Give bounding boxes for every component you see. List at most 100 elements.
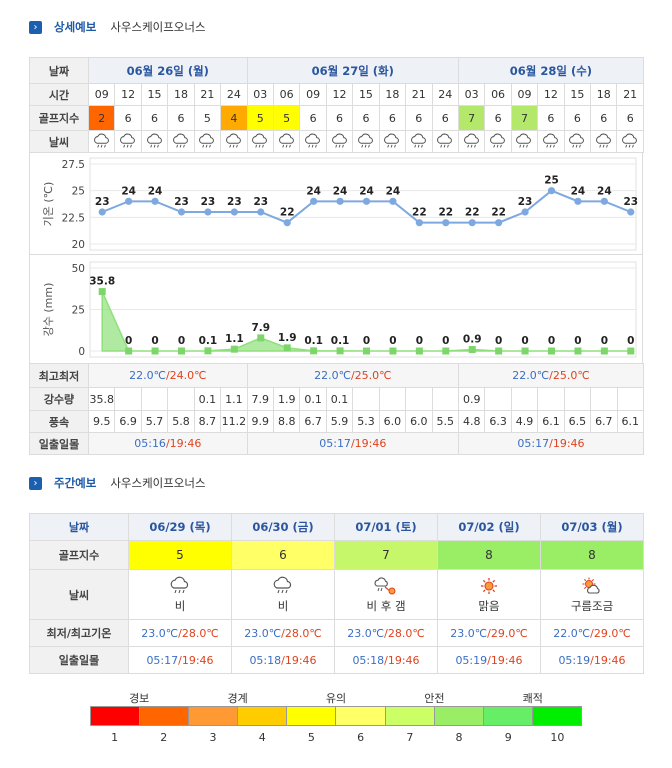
rain-point xyxy=(204,347,212,355)
wind-cell: 8.8 xyxy=(272,410,301,433)
data-label: 23 xyxy=(518,196,533,208)
data-label: 1.1 xyxy=(225,333,244,345)
rain-point xyxy=(600,347,608,355)
time-cell: 21 xyxy=(405,83,433,106)
rain-cloud-icon xyxy=(463,133,479,148)
detail-forecast-table: 날짜 06월 26일 (월) 06월 27일 (화) 06월 28일 (수) 시… xyxy=(29,57,644,153)
golf-index-cell: 6 xyxy=(352,105,380,131)
temperature-point xyxy=(415,219,423,227)
y-tick-label: 25 xyxy=(72,305,85,317)
rain-amount-cell: 7.9 xyxy=(246,387,275,411)
weekly-date-cell: 06/29 (목) xyxy=(128,513,232,541)
rain-point xyxy=(468,346,476,354)
data-label: 22 xyxy=(438,207,453,219)
max-temp: /28.0℃ xyxy=(384,626,425,640)
wind-cell: 6.0 xyxy=(378,410,407,433)
legend-swatch xyxy=(434,707,484,725)
time-cell: 09 xyxy=(510,83,539,106)
weekly-weather-cell: 비 xyxy=(128,569,232,620)
legend-category: 유의 xyxy=(325,692,347,705)
weekly-forecast-table: 날짜 06/29 (목) 06/30 (금) 07/01 (토) 07/02 (일) 0… xyxy=(29,513,644,674)
temperature-point xyxy=(627,208,635,216)
temperature-point xyxy=(468,219,476,227)
date-row: 날짜 06월 26일 (월) 06월 27일 (화) 06월 28일 (수) xyxy=(29,57,644,84)
rain-amount-cell xyxy=(563,387,592,411)
max-temp: /29.0℃ xyxy=(590,626,631,640)
max-temp: /29.0℃ xyxy=(487,626,528,640)
weekly-temp-cell: 23.0℃/28.0℃ xyxy=(231,619,335,647)
day-header-3: 06월 28일 (수) xyxy=(457,57,644,84)
legend-swatch xyxy=(238,707,288,725)
detail-place: 사우스케이프오너스 xyxy=(110,20,206,34)
weekly-section-header: › 주간예보 사우스케이프오너스 xyxy=(29,475,206,491)
weather-icon-cell xyxy=(87,130,116,153)
weather-icon-cell xyxy=(272,130,301,153)
data-label: 23 xyxy=(174,196,189,208)
weather-icon-cell xyxy=(352,130,380,153)
weather-icon-cell xyxy=(246,130,274,153)
rain-cloud-icon xyxy=(305,133,320,148)
time-cell: 18 xyxy=(590,83,618,106)
rain-chart-svg: 50 25 0 강수 (mm) 35.8 0 0 0 0.1 1.1 7.9 1.9 0.1 0.1 0 0 0… xyxy=(42,261,637,358)
weather-label: 비 후 갬 xyxy=(366,598,406,613)
wind-cell: 5.3 xyxy=(352,410,380,433)
sunrise: 05:17 xyxy=(146,653,179,667)
rain-amount-cell xyxy=(484,387,512,411)
rain-amount-cell: 1.1 xyxy=(220,387,248,411)
temperature-point xyxy=(310,197,318,205)
rain-amount-cell xyxy=(405,387,433,411)
data-label: 24 xyxy=(386,185,401,197)
data-label: 0 xyxy=(601,335,608,347)
rain-point xyxy=(363,347,370,355)
golf-index-cell: 6 xyxy=(563,105,592,131)
wind-cell: 4.9 xyxy=(510,410,539,433)
rain-point xyxy=(521,347,529,355)
time-cell: 15 xyxy=(563,83,592,106)
time-cell: 21 xyxy=(193,83,222,106)
time-cell: 15 xyxy=(140,83,169,106)
max-temp: /28.0℃ xyxy=(281,626,322,640)
temperature-point xyxy=(574,197,582,205)
rain-amount-cell: 0.1 xyxy=(193,387,222,411)
rain-cloud-icon xyxy=(199,133,215,148)
sunrise: 05:19 xyxy=(455,653,488,667)
rain-cloud-icon xyxy=(516,133,532,148)
rain-cloud-icon xyxy=(273,576,292,593)
rain-amount-cell xyxy=(167,387,195,411)
wind-cell: 4.8 xyxy=(457,410,486,433)
data-label: 0 xyxy=(574,335,581,347)
wind-cell: 6.5 xyxy=(563,410,592,433)
legend-color-bar xyxy=(90,706,582,726)
rain-amount-cell xyxy=(352,387,380,411)
data-label: 24 xyxy=(571,185,586,197)
weather-row: 날씨 xyxy=(29,130,644,153)
y-tick-label: 50 xyxy=(72,263,85,275)
rain-amount-cell xyxy=(431,387,460,411)
time-cell: 03 xyxy=(457,83,486,106)
data-label: 22 xyxy=(412,207,427,219)
temperature-point xyxy=(336,197,344,205)
data-label: 22 xyxy=(465,207,480,219)
weather-icon-cell xyxy=(193,130,222,153)
data-label: 23 xyxy=(227,196,242,208)
legend-number: 5 xyxy=(307,731,315,744)
rain-point xyxy=(125,347,133,355)
time-row-header: 시간 xyxy=(29,83,89,106)
weather-icon-cell xyxy=(563,130,592,153)
golf-index-cell: 6 xyxy=(537,105,565,131)
legend-category: 쾌적 xyxy=(522,692,543,705)
rain-amount-cell: 0.1 xyxy=(325,387,354,411)
day-header-1: 06월 26일 (월) xyxy=(88,57,248,84)
rain-point xyxy=(389,347,397,355)
weather-row-header: 날씨 xyxy=(29,130,89,153)
temperature-point xyxy=(283,219,291,227)
weekly-golf-cell: 5 xyxy=(128,540,232,570)
time-cell: 12 xyxy=(114,83,142,106)
y-axis-label: 기온 (℃) xyxy=(42,182,55,227)
rain-point xyxy=(336,347,344,355)
golf-index-cell: 6 xyxy=(431,105,459,131)
weekly-date-cell: 07/01 (토) xyxy=(334,513,438,541)
sunrise: 05:18 xyxy=(352,653,385,667)
minmax-row: 최고최저 22.0℃/24.0℃ 22.0℃/25.0℃ 22.0℃/25.0℃ xyxy=(29,363,644,388)
golf-index-cell: 5 xyxy=(193,105,222,131)
